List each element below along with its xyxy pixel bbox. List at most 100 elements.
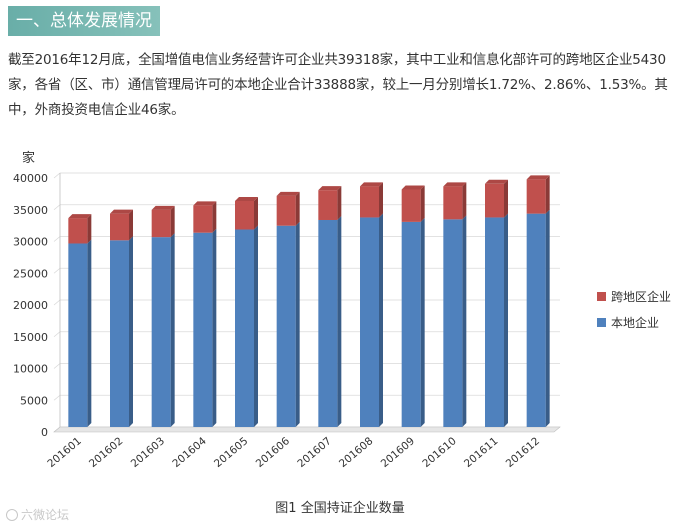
x-tick-label: 201610 <box>420 435 458 470</box>
bar-front <box>318 190 338 220</box>
bar-front <box>235 200 254 230</box>
x-tick-label: 201611 <box>462 435 500 470</box>
bar-front <box>360 217 379 427</box>
bar-segment <box>443 215 467 427</box>
bar-front <box>443 186 463 220</box>
gridline-depth <box>53 204 61 211</box>
y-tick-label: 0 <box>41 426 48 439</box>
x-tick-label: 201603 <box>129 435 167 470</box>
bar-front <box>485 183 504 218</box>
legend-swatch <box>597 292 606 301</box>
bar-side <box>170 205 175 238</box>
gridline-depth <box>53 331 61 338</box>
bar-side <box>254 225 258 427</box>
bar-segment <box>360 182 383 218</box>
y-tick-label: 5000 <box>20 394 48 407</box>
stacked-bar-chart: 0 5000 10000 15000 20000 25000 30000 35000 40000… <box>13 150 671 470</box>
y-tick-label: 20000 <box>13 299 48 312</box>
y-tick-label: 15000 <box>13 331 48 344</box>
legend-label: 跨地区企业 <box>611 289 671 304</box>
bar-top <box>360 182 383 187</box>
x-tick-label: 201602 <box>87 435 125 470</box>
section-title: 一、总体发展情况 <box>8 6 160 36</box>
bar-side <box>170 233 175 427</box>
bar-segment <box>193 228 217 427</box>
bar-top <box>68 214 92 219</box>
gridline-depth <box>53 172 61 179</box>
bar-side <box>295 191 300 226</box>
bar-front <box>360 186 379 218</box>
gridline-depth <box>53 299 61 306</box>
watermark-logo-icon <box>6 508 18 521</box>
y-tick-label: 40000 <box>13 172 48 185</box>
bar-side <box>420 185 425 222</box>
chart-floor <box>53 426 561 433</box>
y-tick-label: 30000 <box>13 236 48 249</box>
bar-segment <box>276 221 300 427</box>
gridline-depth <box>53 236 61 242</box>
bar-segment <box>68 214 92 244</box>
bar-segment <box>110 209 133 241</box>
bar-front <box>276 225 296 427</box>
bar-front <box>443 219 463 427</box>
legend-swatch <box>597 318 606 327</box>
watermark-text: 六微论坛 <box>21 508 70 522</box>
grid-lines <box>53 172 560 433</box>
y-tick-label: 10000 <box>13 363 48 376</box>
figure-caption: 图1 全国持证企业数量 <box>275 501 405 516</box>
bar-front <box>68 218 88 244</box>
bar-segment <box>318 186 342 220</box>
gridline-depth <box>53 394 61 401</box>
bar-front <box>401 189 421 222</box>
bar-top <box>193 201 217 206</box>
bar-front <box>526 179 546 214</box>
bar-front <box>193 232 213 427</box>
bar-side <box>545 209 550 427</box>
watermark: 六微论坛 <box>6 506 69 523</box>
bar-top <box>318 186 342 191</box>
bar-top <box>276 191 300 196</box>
bar-segment <box>485 213 508 427</box>
bar-segment <box>110 236 133 427</box>
bar-front <box>68 243 88 427</box>
y-axis-label: 家 <box>22 150 35 166</box>
bar-segment <box>526 175 550 214</box>
bar-front <box>151 209 171 238</box>
bar-side <box>504 213 508 427</box>
bar-front <box>193 205 213 233</box>
bar-side <box>379 213 383 427</box>
bar-side <box>87 239 92 427</box>
bar-top <box>110 209 133 214</box>
bar-segment <box>526 209 550 427</box>
bar-side <box>545 175 550 214</box>
bar-top <box>151 205 175 210</box>
bar-front <box>401 221 421 427</box>
x-tick-label: 201606 <box>254 435 293 470</box>
bar-segment <box>401 217 425 427</box>
bar-side <box>254 196 258 230</box>
bar-side <box>337 186 342 220</box>
bar-side <box>129 236 133 427</box>
y-tick-label: 25000 <box>13 267 48 280</box>
gridline-depth <box>53 267 61 274</box>
bar-side <box>462 215 467 427</box>
bar-front <box>485 217 504 427</box>
y-tick-label: 35000 <box>13 204 48 217</box>
bar-front <box>110 213 129 241</box>
bar-front <box>151 237 171 427</box>
bar-top <box>485 179 508 184</box>
x-tick-label: 201601 <box>45 435 83 470</box>
bar-segment <box>193 201 217 233</box>
bar-segment <box>360 213 383 427</box>
legend-label: 本地企业 <box>611 315 659 330</box>
bars <box>68 175 550 427</box>
bar-top <box>235 196 258 201</box>
bar-top <box>526 175 550 180</box>
bar-side <box>420 217 425 427</box>
bar-segment <box>235 225 258 427</box>
x-tick-label: 201609 <box>379 435 417 470</box>
bar-segment <box>401 185 425 222</box>
x-tick-label: 201604 <box>170 435 209 470</box>
bar-top <box>443 182 467 187</box>
bar-side <box>504 179 508 218</box>
